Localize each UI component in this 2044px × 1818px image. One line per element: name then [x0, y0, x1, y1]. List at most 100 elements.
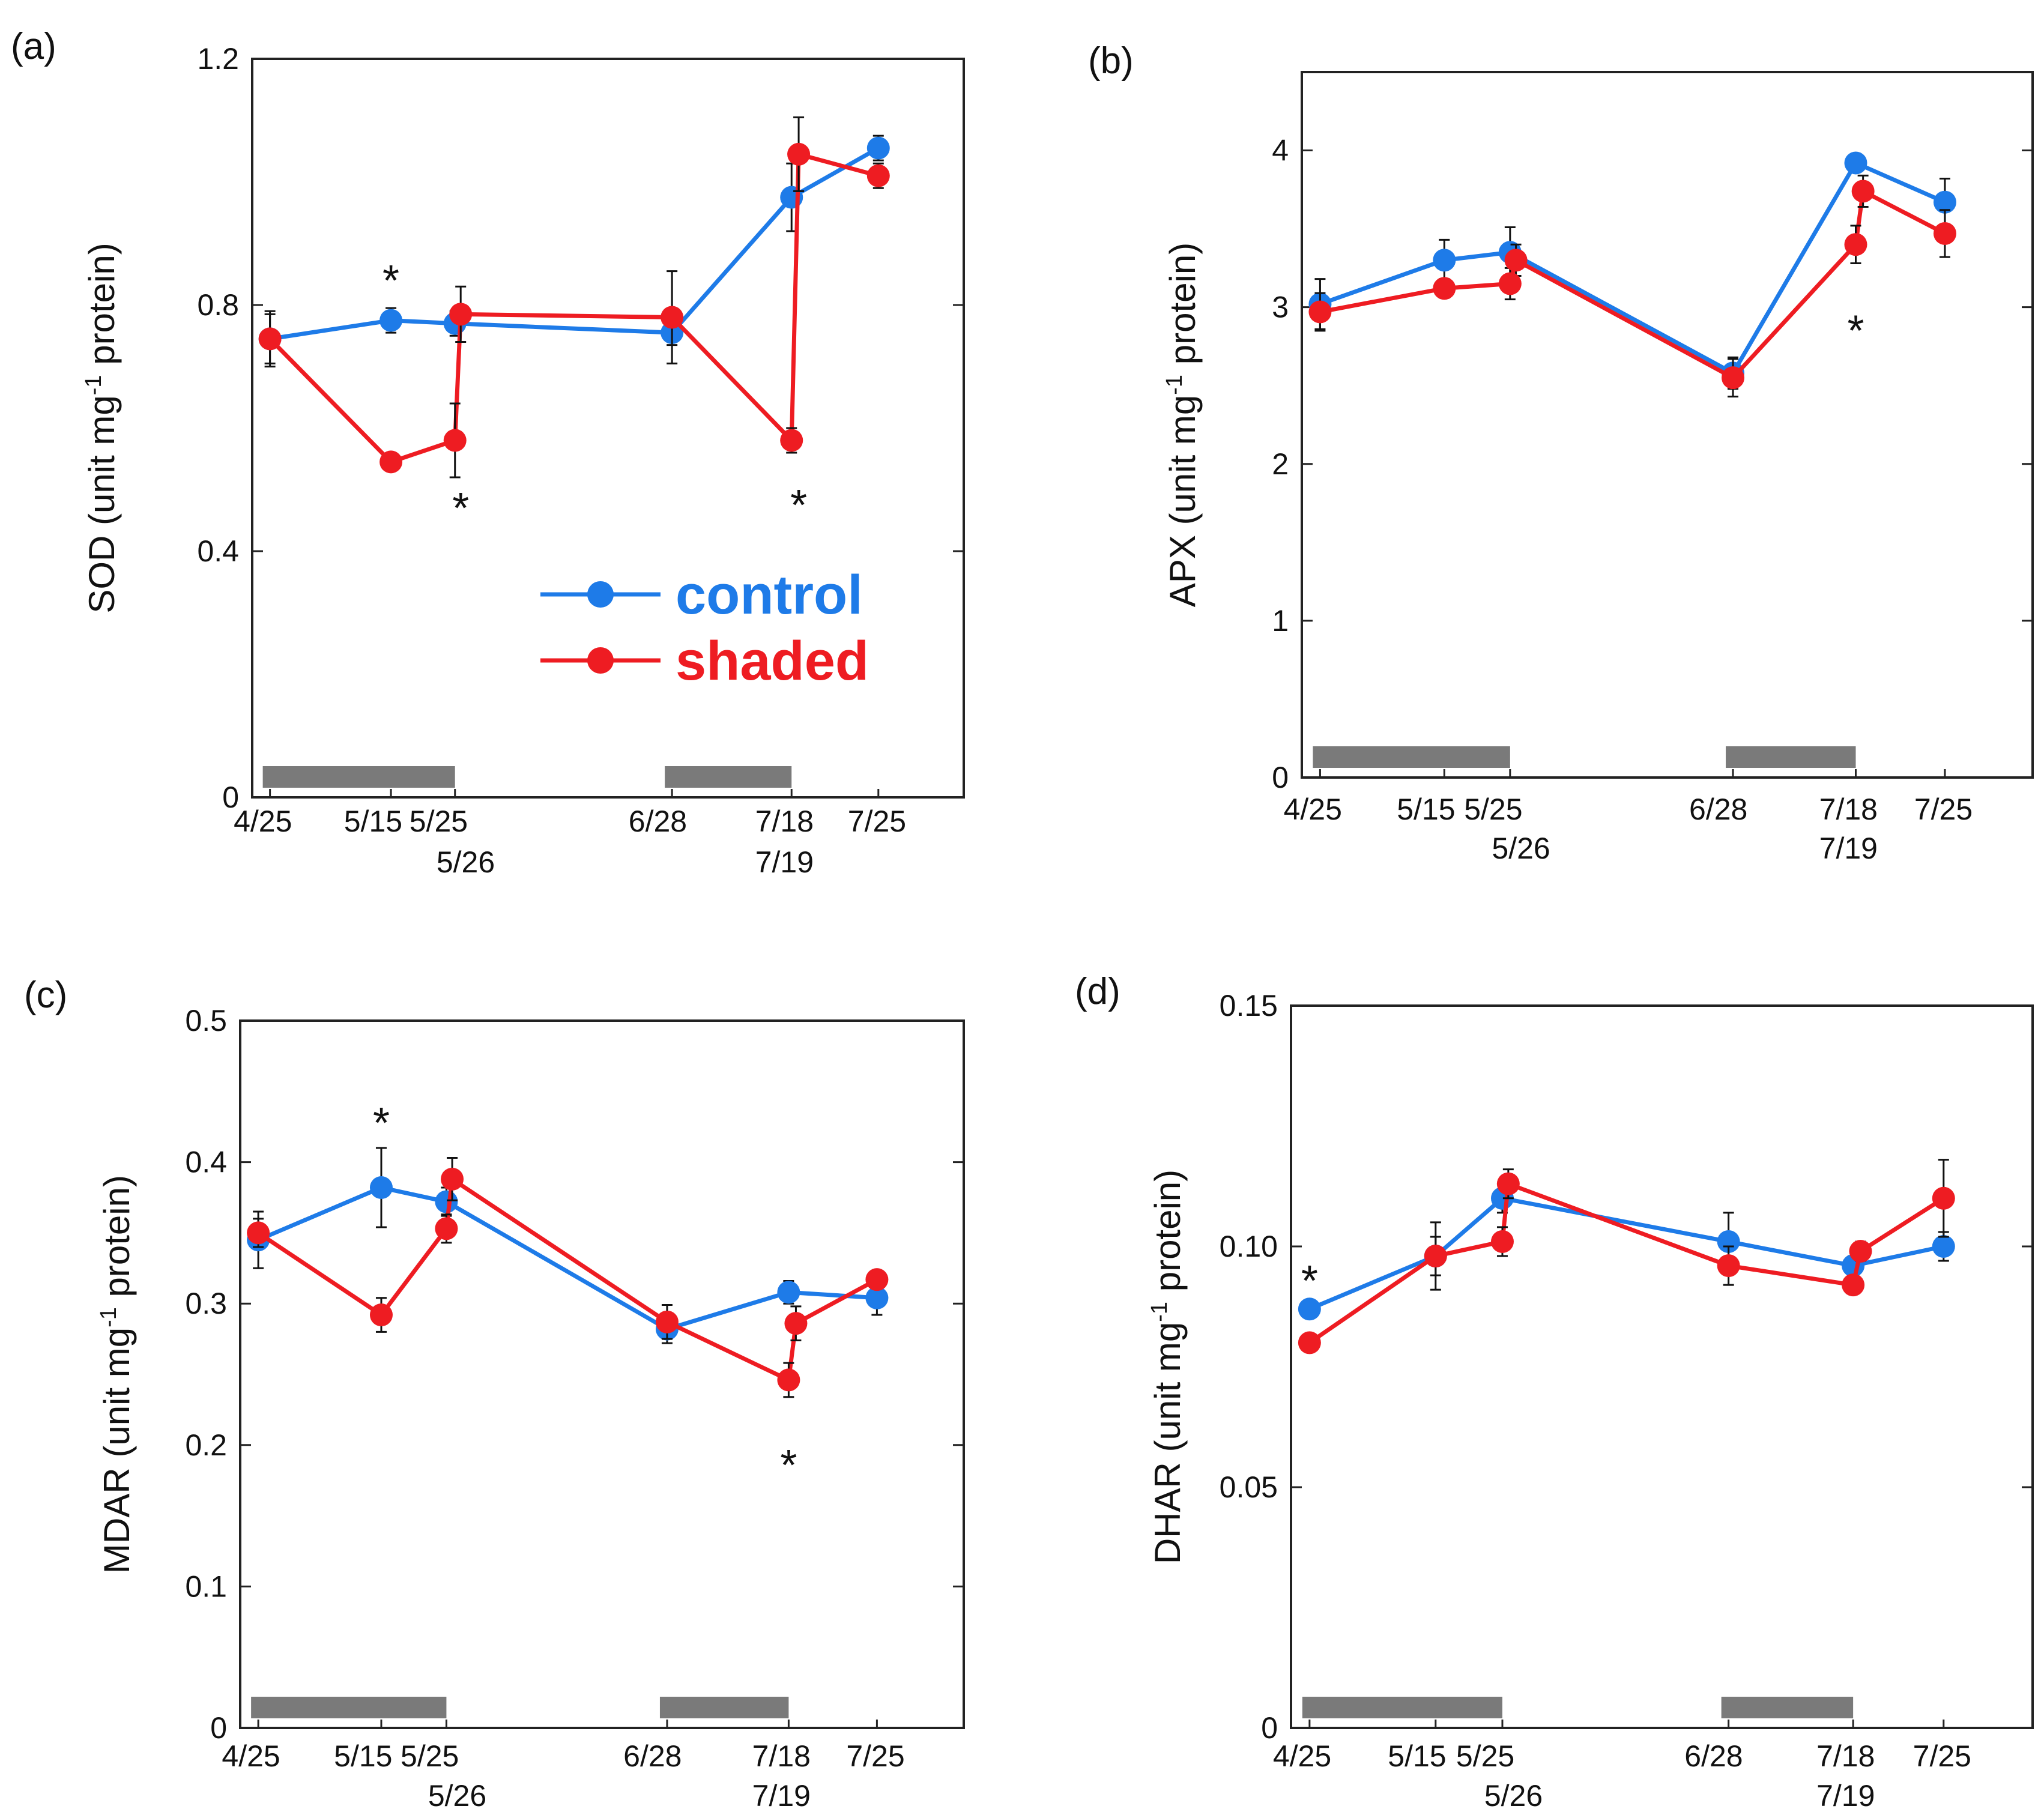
data-point-shaded — [1504, 249, 1528, 272]
legend-label-control: control — [676, 564, 863, 626]
y-axis-title: APX (unit mg-1 protein) — [1162, 243, 1203, 607]
legend-marker-control — [587, 581, 614, 608]
x-tick-label: 6/28 — [1684, 1739, 1743, 1773]
x-tick-label: 7/25 — [1913, 1739, 1971, 1773]
y-tick-label: 0.15 — [1220, 989, 1278, 1022]
y-tick-label: 0.4 — [197, 534, 239, 568]
x-tick-label: 4/25 — [1273, 1739, 1331, 1773]
panel-b: 0 1 2 3 4 4/25 5/15 5/25 5/26 6/28 7/18 7/19 7/25 APX… — [1088, 40, 2034, 865]
x-tick-label: 7/18 — [1819, 793, 1878, 826]
data-point-control — [1298, 1297, 1321, 1321]
data-point-shaded — [655, 1310, 679, 1333]
panel-a: 0 0.4 0.8 1.2 4/25 5/15 5/25 5/26 6/28 7/18 7/19 7/… — [11, 26, 965, 879]
y-tick-label: 0.5 — [185, 1004, 227, 1037]
data-point-shaded — [1717, 1254, 1740, 1278]
data-point-shaded — [1842, 1273, 1865, 1297]
x-tick-label: 5/15 — [1388, 1739, 1446, 1773]
x-tick-label: 5/25 — [410, 805, 468, 838]
x-tick-label: 6/28 — [623, 1739, 682, 1773]
data-point-shaded — [777, 1368, 800, 1392]
data-point-control — [866, 136, 890, 160]
data-point-control — [1433, 249, 1456, 272]
plot-frame — [1290, 1004, 2034, 1729]
x-tick-label: 5/25 — [401, 1739, 459, 1773]
x-tick-label: 5/15 — [334, 1739, 392, 1773]
shading-period-bar — [1721, 1697, 1854, 1718]
shading-period-bar — [262, 766, 455, 788]
shading-period-bar — [659, 1697, 789, 1718]
y-tick-label: 0 — [1261, 1711, 1278, 1745]
data-point-shaded — [780, 429, 803, 452]
x-tick-label: 7/18 — [755, 805, 814, 838]
series-line-control — [270, 146, 880, 341]
plot-frame — [251, 58, 965, 799]
data-point-control — [435, 1190, 458, 1213]
y-tick-label: 0 — [210, 1711, 227, 1745]
x-tick-label: 4/25 — [1284, 793, 1342, 826]
shading-period-bar — [1302, 1697, 1502, 1718]
x-tick-label: 5/25 — [1456, 1739, 1514, 1773]
shading-period-bar — [1726, 746, 1856, 768]
significance-star: * — [780, 1442, 797, 1490]
data-point-control — [379, 309, 403, 332]
x-tick-label: 7/25 — [846, 1739, 904, 1773]
data-point-shaded — [1849, 1240, 1872, 1263]
data-point-shaded — [661, 306, 684, 329]
data-point-shaded — [1851, 180, 1875, 203]
data-point-shaded — [784, 1312, 808, 1335]
panel-label: (c) — [24, 974, 67, 1016]
data-point-shaded — [379, 450, 403, 474]
y-tick-label: 4 — [1272, 134, 1289, 168]
panel-label: (b) — [1088, 40, 1134, 82]
x-tick-label: 7/19 — [1819, 832, 1878, 865]
data-point-shaded — [1298, 1331, 1321, 1354]
x-tick-label: 7/18 — [752, 1739, 811, 1773]
significance-star: * — [452, 485, 469, 533]
x-tick-label: 7/25 — [848, 805, 906, 838]
significance-star: * — [1301, 1257, 1318, 1305]
data-point-shaded — [1308, 300, 1332, 324]
data-point-shaded — [1490, 1230, 1514, 1253]
y-tick-label: 0.05 — [1220, 1470, 1278, 1504]
y-tick-label: 2 — [1272, 447, 1289, 481]
x-tick-label: 7/19 — [752, 1779, 811, 1813]
x-tick-label: 5/26 — [1484, 1779, 1543, 1813]
significance-star: * — [373, 1099, 390, 1147]
y-tick-label: 1 — [1272, 604, 1289, 638]
series-line-control — [257, 1185, 877, 1332]
data-point-shaded — [1722, 366, 1745, 390]
y-axis-title: DHAR (unit mg-1 protein) — [1147, 1170, 1188, 1564]
data-point-shaded — [435, 1217, 458, 1240]
x-tick-label: 7/19 — [755, 845, 814, 879]
x-tick-label: 5/25 — [1464, 793, 1522, 826]
series-line-shaded — [257, 1177, 878, 1382]
y-tick-label: 0.2 — [185, 1428, 227, 1462]
series-line-control — [1308, 1196, 1944, 1311]
shading-period-bar — [1313, 746, 1510, 768]
data-point-shaded — [1933, 222, 1956, 245]
y-tick-label: 0.3 — [185, 1287, 227, 1320]
data-point-shaded — [787, 142, 811, 166]
x-tick-label: 4/25 — [222, 1739, 280, 1773]
data-point-shaded — [369, 1303, 393, 1327]
y-tick-label: 0 — [1272, 761, 1289, 794]
legend-label-shaded: shaded — [676, 630, 869, 692]
panel-label: (a) — [11, 26, 56, 67]
shading-period-bar — [665, 766, 792, 788]
legend-marker-shaded — [587, 647, 614, 674]
data-point-shaded — [247, 1221, 270, 1245]
x-tick-label: 7/19 — [1816, 1779, 1875, 1813]
data-point-shaded — [1433, 277, 1456, 300]
data-point-shaded — [449, 303, 473, 326]
data-point-control — [1933, 190, 1956, 214]
y-tick-label: 0 — [222, 781, 239, 814]
data-point-control — [1844, 151, 1867, 175]
data-point-shaded — [865, 1268, 889, 1291]
x-tick-label: 5/26 — [437, 845, 495, 879]
data-point-control — [369, 1176, 393, 1200]
y-axis-title: MDAR (unit mg-1 protein) — [96, 1175, 137, 1574]
y-tick-label: 0.1 — [185, 1569, 227, 1603]
x-tick-label: 5/15 — [1397, 793, 1455, 826]
